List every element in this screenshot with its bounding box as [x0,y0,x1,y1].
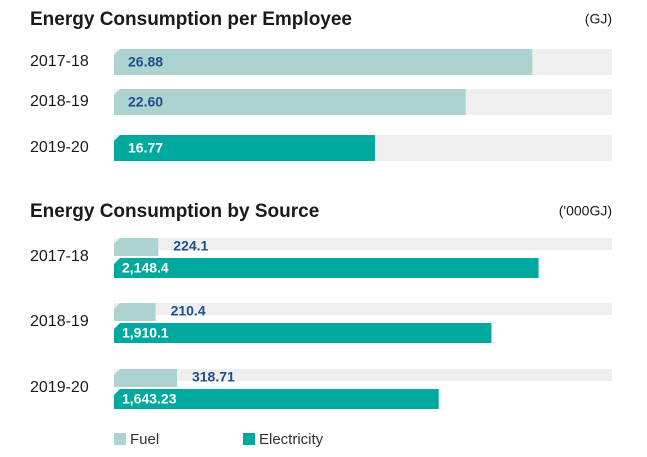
value-label: 1,910.1 [122,325,169,341]
chart-title: Energy Consumption by Source [30,201,319,222]
value-label: 1,643.23 [122,391,177,407]
bar-track [114,238,612,250]
chart-title: Energy Consumption per Employee [30,9,352,30]
value-label: 16.77 [128,140,163,156]
bar [114,49,533,75]
bar [114,89,466,115]
bar [114,258,539,278]
legend-label: Electricity [259,431,324,448]
bar [114,323,492,343]
category-label: 2017-18 [30,248,89,265]
value-label: 318.71 [192,369,235,385]
value-label: 210.4 [171,303,206,319]
legend-swatch [114,433,126,445]
value-label: 2,148.4 [122,260,169,276]
bar-track [114,303,612,315]
category-label: 2018-19 [30,313,89,330]
category-label: 2018-19 [30,93,89,110]
bar [114,389,439,409]
category-label: 2019-20 [30,139,89,156]
value-label: 26.88 [128,54,163,70]
legend-swatch [243,433,255,445]
unit-label: ('000GJ) [559,203,612,219]
legend-label: Fuel [130,431,159,448]
bar [114,303,156,321]
value-label: 224.1 [173,238,208,254]
unit-label: (GJ) [585,11,612,27]
bar [114,238,159,256]
category-label: 2019-20 [30,379,89,396]
category-label: 2017-18 [30,53,89,70]
bar-track [114,369,612,381]
bar [114,135,375,161]
value-label: 22.60 [128,94,163,110]
bar [114,369,177,387]
